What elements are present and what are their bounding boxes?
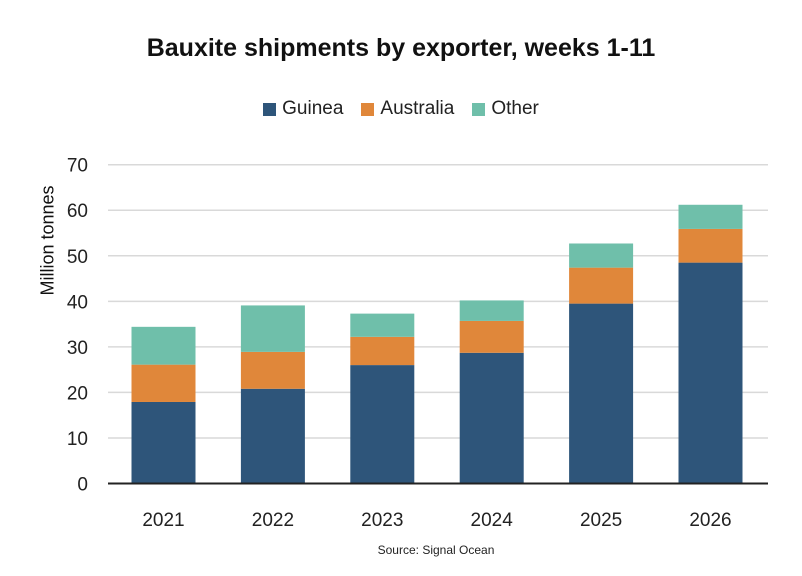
legend-item-guinea: Guinea [263,98,343,120]
y-tick-label: 40 [67,292,88,313]
y-tick-label: 30 [67,338,88,359]
legend-item-australia: Australia [361,98,454,120]
legend-label: Australia [380,98,455,119]
legend-swatch-other [472,102,486,116]
x-tick-label: 2022 [252,510,294,531]
y-tick-label: 70 [67,156,88,177]
x-tick-label: 2021 [142,510,184,531]
bar-guinea-2026 [678,262,743,484]
bar-australia-2024 [459,320,524,353]
bar-other-2024 [459,300,524,321]
legend-item-other: Other [472,98,539,120]
bar-guinea-2022 [240,388,305,484]
bar-australia-2023 [350,336,415,366]
y-tick-label: 20 [67,383,88,404]
x-tick-label: 2025 [580,510,622,531]
bar-guinea-2025 [569,303,634,484]
y-tick-label: 60 [67,201,88,222]
legend-swatch-guinea [263,102,277,116]
legend-label: Guinea [282,98,344,119]
chart-title: Bauxite shipments by exporter, weeks 1-1… [146,34,656,62]
source-note: Source: Signal Ocean [377,543,495,557]
bar-guinea-2024 [459,352,524,484]
y-tick-label: 50 [67,247,88,268]
bar-other-2026 [678,204,743,229]
bar-guinea-2023 [350,365,415,484]
legend-swatch-australia [361,102,375,116]
bar-australia-2022 [240,351,305,389]
bar-other-2023 [350,313,415,337]
bar-australia-2026 [678,228,743,263]
y-tick-label: 10 [67,429,88,450]
legend-label: Other [491,98,539,119]
bar-other-2022 [240,305,305,352]
legend: Guinea Australia Other [0,98,802,120]
bar-other-2025 [569,243,634,268]
y-tick-label: 0 [77,475,88,496]
bar-guinea-2021 [131,401,196,484]
x-tick-label: 2026 [689,510,731,531]
x-tick-label: 2023 [361,510,403,531]
bar-australia-2021 [131,364,196,402]
bar-australia-2025 [569,267,634,304]
bar-other-2021 [131,326,196,365]
x-tick-label: 2024 [471,510,514,531]
